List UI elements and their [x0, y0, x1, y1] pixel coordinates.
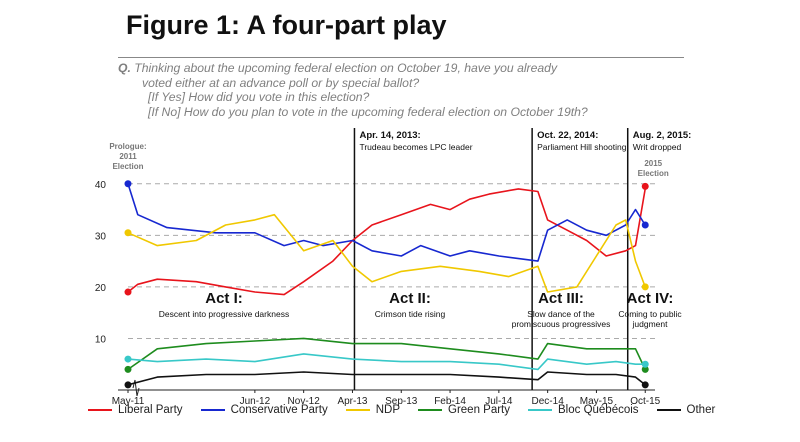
event-title: Oct. 22, 2014:	[537, 130, 598, 141]
legend-swatch	[528, 409, 552, 411]
series-ndp	[127, 213, 646, 293]
question-line-3: [If Yes] How did you vote in this electi…	[148, 90, 370, 105]
y-tick-label: 10	[95, 334, 107, 345]
x-tick-label: Oct-15	[630, 396, 660, 407]
legend-swatch	[88, 409, 112, 411]
legend-item-ndp: NDP	[345, 404, 400, 416]
x-tick-label: Dec-14	[532, 396, 565, 407]
series-conservative-party	[127, 183, 646, 262]
event-title: Aug. 2, 2015:	[633, 130, 692, 141]
question-line-2: voted either at an advance poll or by sp…	[142, 75, 420, 90]
series-bloc-quebecois	[127, 353, 646, 371]
act-subtitle: Crimson tide rising	[375, 309, 446, 319]
election-2015-label: 2015	[644, 159, 662, 168]
legend-item-green-party: Green Party	[418, 404, 510, 416]
question-line-4: [If No] How do you plan to vote in the u…	[148, 104, 588, 119]
x-tick-label: May-15	[580, 396, 614, 407]
act-subtitle: Descent into progressive darkness	[159, 309, 289, 319]
prologue-label: Prologue:	[109, 142, 146, 151]
legend-item-conservative-party: Conservative Party	[200, 404, 328, 416]
y-tick-label: 20	[95, 283, 107, 294]
marker-green-party	[124, 365, 132, 373]
event-lines: Apr. 14, 2013:Trudeau becomes LPC leader…	[353, 128, 692, 390]
survey-question: Q. Thinking about the upcoming federal e…	[118, 61, 688, 119]
marker-other	[124, 381, 132, 389]
chart-title: Figure 1: A four-part play	[126, 10, 447, 40]
legend-item-other: Other	[656, 404, 716, 416]
legend-swatch	[345, 409, 370, 411]
x-tick-label: May-11	[112, 396, 145, 407]
x-tick-label: Feb-14	[434, 396, 466, 407]
election-2015-label: Election	[638, 169, 669, 178]
event-title: Apr. 14, 2013:	[359, 130, 420, 141]
legend-label: Liberal Party	[118, 404, 183, 416]
legend-label: Conservative Party	[230, 404, 328, 416]
series-other	[127, 371, 646, 386]
series-liberal-party	[127, 188, 646, 296]
election-markers	[124, 180, 649, 389]
marker-ndp	[641, 283, 649, 291]
x-tick-label: Jul-14	[485, 396, 513, 407]
marker-conservative-party	[124, 180, 132, 188]
legend-swatch	[418, 409, 442, 411]
prologue-label: 2011	[119, 152, 137, 161]
act-title: Act III:	[538, 290, 584, 307]
x-tick-label: Sep-13	[385, 396, 418, 407]
y-axis: 10 20 30 40	[95, 180, 107, 346]
x-tick-label: Nov-12	[288, 396, 321, 407]
x-axis: May-11 Jun-12 Nov-12 Apr-13 Sep-13 Feb-14 Jul-…	[112, 379, 661, 407]
act-subtitle: judgment	[632, 319, 669, 329]
gridlines	[128, 183, 655, 339]
legend: Liberal Party Conservative Party NDP Green …	[88, 404, 728, 416]
prologue-label: Election	[112, 162, 143, 171]
legend-swatch	[656, 409, 681, 411]
event-subtitle: Parliament Hill shooting	[537, 142, 627, 152]
y-tick-label: 30	[95, 231, 107, 242]
question-line-1: Thinking about the upcoming federal elec…	[134, 61, 558, 75]
act-subtitle: Coming to public	[618, 309, 682, 319]
series-green-party	[127, 337, 646, 371]
legend-item-bloc-quebecois: Bloc Québécois	[528, 404, 639, 416]
act-title: Act IV:	[627, 290, 674, 307]
x-tick-label: Apr-13	[337, 396, 367, 407]
question-prefix: Q.	[118, 61, 131, 75]
marker-bloc-quebecois	[124, 355, 132, 363]
legend-item-liberal-party: Liberal Party	[88, 404, 183, 416]
y-tick-label: 40	[95, 180, 107, 191]
marker-ndp	[124, 229, 132, 237]
legend-label: NDP	[375, 404, 400, 416]
act-title: Act I:	[205, 290, 243, 307]
act-title: Act II:	[389, 290, 431, 307]
x-tick-label: Jun-12	[240, 396, 271, 407]
legend-label: Bloc Québécois	[558, 404, 639, 416]
series-lines	[127, 183, 646, 386]
marker-liberal-party	[641, 182, 649, 190]
title-rule	[118, 57, 684, 58]
event-subtitle: Writ dropped	[633, 142, 682, 152]
marker-bloc-quebecois	[641, 360, 649, 368]
legend-label: Other	[686, 404, 716, 416]
legend-label: Green Party	[448, 404, 510, 416]
marker-green-party	[641, 365, 649, 373]
act-subtitle: Slow dance of the	[527, 309, 595, 319]
marker-conservative-party	[641, 221, 649, 229]
event-subtitle: Trudeau becomes LPC leader	[359, 142, 472, 152]
legend-swatch	[200, 409, 225, 411]
act-subtitle: promiscuous progressives	[512, 319, 611, 329]
marker-liberal-party	[124, 288, 132, 296]
marker-other	[641, 381, 649, 389]
